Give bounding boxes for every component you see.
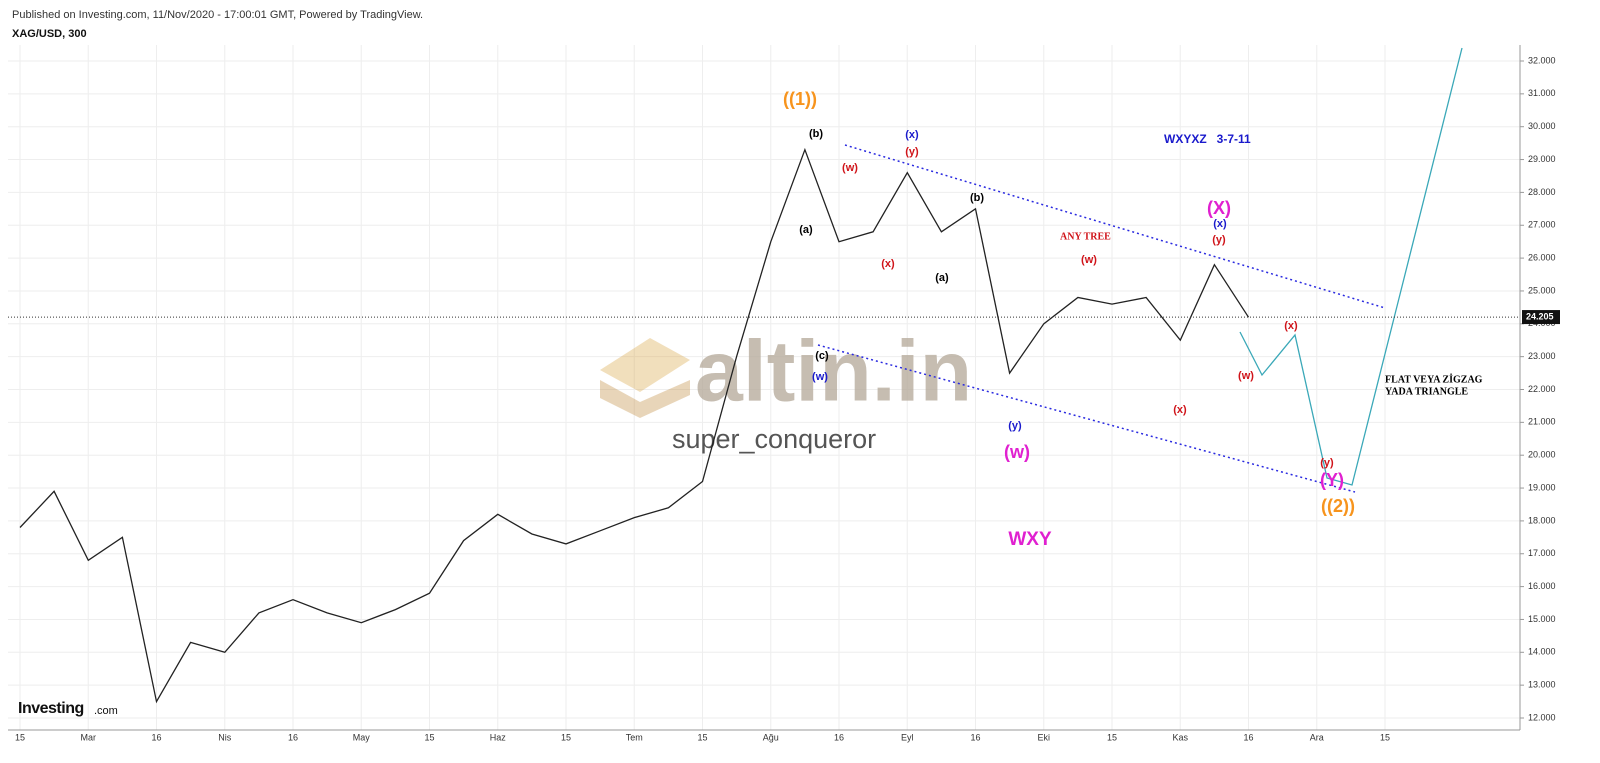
y-tick-label: 27.000: [1528, 220, 1556, 230]
x-tick-label: 16: [970, 732, 980, 742]
author: super_conqueror: [672, 424, 876, 454]
annotation: (w): [1004, 442, 1030, 462]
current-price-label: 24.205: [1526, 311, 1554, 321]
y-tick-label: 18.000: [1528, 515, 1556, 525]
current-price-box: [1522, 310, 1560, 325]
annotation: ((2)): [1321, 496, 1355, 516]
x-tick-label: Eki: [1037, 732, 1050, 742]
annotation: WXY: [1008, 529, 1052, 550]
annotation: WXYXZ 3-7-11: [1164, 132, 1251, 146]
symbol: XAG/USD, 300: [12, 28, 87, 40]
annotation: FLAT VEYA ZİGZAG: [1385, 373, 1483, 385]
annotation: (x): [1173, 404, 1187, 416]
x-tick-label: 15: [697, 732, 707, 742]
annotation: (c): [815, 350, 829, 362]
annotation: (w): [1238, 370, 1254, 382]
annotation: (a): [799, 224, 813, 236]
annotation: (b): [809, 128, 823, 140]
annotation: ANY TREE: [1060, 231, 1111, 242]
annotation: (b): [970, 192, 984, 204]
x-tick-label: 15: [15, 732, 25, 742]
logo: Investing: [18, 700, 84, 717]
y-tick-label: 25.000: [1528, 285, 1556, 295]
annotation: (w): [812, 371, 828, 383]
x-tick-label: Kas: [1172, 732, 1188, 742]
annotation: (X): [1207, 198, 1231, 218]
annotation: (y): [1008, 420, 1022, 432]
header: Published on Investing.com, 11/Nov/2020 …: [12, 9, 423, 21]
annotation: (x): [1284, 320, 1298, 332]
x-tick-label: 15: [561, 732, 571, 742]
x-tick-label: 16: [151, 732, 161, 742]
annotation: (y): [1212, 234, 1226, 246]
annotation: YADA TRIANGLE: [1385, 386, 1468, 397]
x-tick-label: 15: [1107, 732, 1117, 742]
forecast-path: [1239, 47, 1463, 486]
grid: [8, 45, 1520, 730]
x-tick-label: 16: [288, 732, 298, 742]
y-tick-label: 19.000: [1528, 482, 1556, 492]
annotation: (x): [905, 129, 919, 141]
watermark-logo: [600, 338, 690, 418]
x-tick-label: 16: [1243, 732, 1253, 742]
y-tick-label: 12.000: [1528, 712, 1556, 722]
x-tick-label: Eyl: [901, 732, 914, 742]
annotation: (x): [881, 258, 895, 270]
x-tick-label: May: [353, 732, 371, 742]
annotation: (x): [1213, 218, 1227, 230]
y-tick-label: 31.000: [1528, 88, 1556, 98]
y-tick-label: 29.000: [1528, 154, 1556, 164]
y-tick-label: 32.000: [1528, 55, 1556, 65]
y-tick-label: 14.000: [1528, 647, 1556, 657]
x-tick-label: Ara: [1310, 732, 1324, 742]
annotation: (y): [905, 146, 919, 158]
y-tick-label: 28.000: [1528, 187, 1556, 197]
annotation: (y): [1320, 457, 1334, 469]
x-tick-label: 15: [424, 732, 434, 742]
annotation: (w): [1081, 254, 1097, 266]
y-tick-label: 13.000: [1528, 680, 1556, 690]
logo-suffix: .com: [94, 705, 118, 717]
y-tick-label: 22.000: [1528, 384, 1556, 394]
annotation: (w): [842, 162, 858, 174]
annotation: (Y): [1320, 470, 1344, 490]
y-tick-label: 30.000: [1528, 121, 1556, 131]
y-tick-label: 16.000: [1528, 581, 1556, 591]
watermark: altin.in: [695, 324, 972, 420]
channel-top: [844, 144, 1386, 309]
x-tick-label: Haz: [490, 732, 507, 742]
x-tick-label: Mar: [81, 732, 97, 742]
y-tick-label: 17.000: [1528, 548, 1556, 558]
annotation: (a): [935, 272, 949, 284]
y-tick-label: 15.000: [1528, 614, 1556, 624]
x-tick-label: Nis: [218, 732, 231, 742]
annotation: ((1)): [783, 89, 817, 109]
y-tick-label: 21.000: [1528, 417, 1556, 427]
x-tick-label: Tem: [626, 732, 643, 742]
x-tick-label: Ağu: [763, 732, 779, 742]
x-tick-label: 16: [834, 732, 844, 742]
price-line: [19, 147, 1250, 704]
x-tick-label: 15: [1380, 732, 1390, 742]
y-tick-label: 26.000: [1528, 252, 1556, 262]
y-tick-label: 23.000: [1528, 351, 1556, 361]
y-tick-label: 20.000: [1528, 450, 1556, 460]
